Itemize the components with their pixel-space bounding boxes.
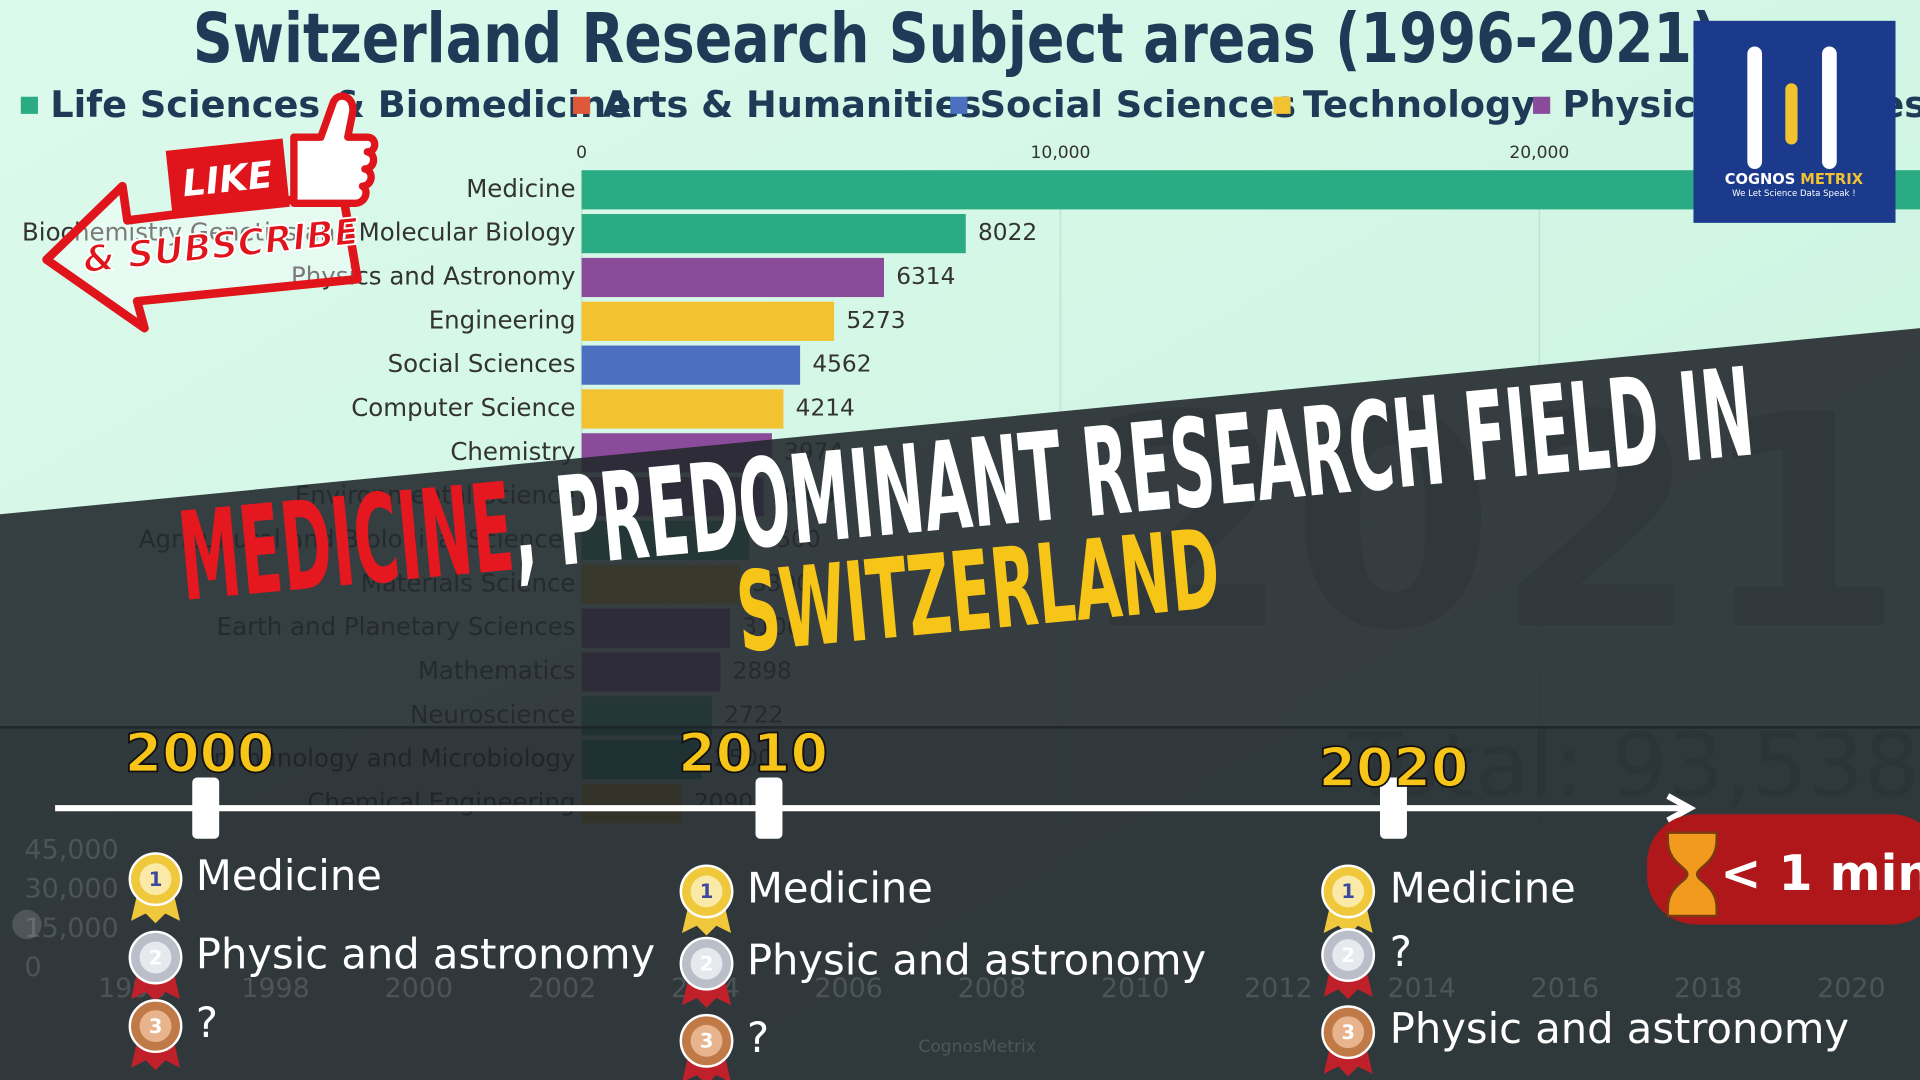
rank-field: Medicine [196, 851, 382, 900]
background-x-label: 2010 [1101, 973, 1170, 1004]
logo-bar [1822, 46, 1837, 169]
legend-swatch [1533, 96, 1551, 114]
category-label: Social Sciences [388, 349, 576, 378]
category-label: Engineering [429, 305, 576, 334]
value-label: 5273 [846, 307, 905, 334]
like-label: LIKE [180, 153, 275, 205]
timeline-tick [192, 777, 220, 839]
timeline-arrow [1666, 793, 1697, 824]
bar [581, 389, 784, 429]
background-x-label: 2012 [1244, 973, 1313, 1004]
chart-title: Switzerland Research Subject areas (1996… [193, 0, 1717, 79]
background-y-label: 30,000 [24, 874, 118, 905]
background-x-label: 2016 [1531, 973, 1600, 1004]
medal-inner [1332, 1016, 1365, 1049]
rank-field: ? [1390, 927, 1412, 976]
bar [581, 257, 884, 298]
background-x-label: 2006 [814, 973, 883, 1004]
medal-number: 1 [1341, 880, 1355, 903]
logo-name-left: COGNOS [1725, 171, 1796, 188]
rank-field: Physic and astronomy [196, 930, 655, 979]
value-label: 4562 [812, 351, 871, 378]
rank-field: ? [196, 998, 218, 1047]
medal-number: 3 [700, 1030, 714, 1053]
bar [581, 301, 835, 341]
headline-highlight: MEDICINE [173, 456, 519, 629]
medal-number: 2 [149, 946, 163, 969]
medal-number: 2 [1341, 944, 1355, 967]
value-label: 6314 [896, 263, 955, 290]
rank-field: ? [747, 1013, 769, 1062]
timeline-tick [755, 777, 783, 839]
background-x-label: 2000 [385, 973, 454, 1004]
hourglass-icon [1666, 831, 1718, 918]
medal-inner [690, 875, 723, 908]
rank-field: Physic and astronomy [747, 936, 1206, 985]
rank-field: Medicine [747, 863, 933, 912]
background-x-label: 1998 [241, 973, 310, 1004]
category-label: Physics and Astronomy [291, 261, 575, 290]
legend-label: Technology [1303, 83, 1535, 126]
legend-swatch [1273, 96, 1291, 114]
x-tick-label: 0 [576, 143, 587, 163]
background-x-label: 2008 [958, 973, 1027, 1004]
timeline-tick [1380, 777, 1407, 839]
rank-field: Physic and astronomy [1390, 1004, 1849, 1053]
category-label: Biochemistry Genetics and Molecular Biol… [22, 218, 576, 247]
value-label: 4214 [796, 394, 855, 421]
medal-inner [139, 941, 172, 974]
legend-swatch [20, 96, 38, 114]
time-badge-label: < 1 min [1720, 845, 1920, 902]
timeline-year: 2000 [125, 721, 275, 784]
thumb-icon [290, 92, 379, 207]
medal-inner [1332, 939, 1365, 972]
value-label: 8022 [978, 219, 1037, 246]
medal-inner [1332, 875, 1365, 908]
medal-inner [139, 863, 172, 896]
background-x-label: 2002 [528, 973, 597, 1004]
x-tick-label: 20,000 [1509, 143, 1569, 163]
headline-band [0, 328, 1920, 729]
medal-number: 1 [149, 868, 163, 891]
like-box [165, 138, 290, 220]
background-x-label: 2020 [1817, 973, 1886, 1004]
medal-number: 2 [700, 952, 714, 975]
logo-bar [1747, 46, 1763, 169]
logo-tagline: We Let Science Data Speak ! [1732, 189, 1855, 199]
sticker-arrow [42, 181, 362, 333]
logo-name: COGNOS METRIX [1725, 171, 1864, 188]
legend-swatch [950, 96, 968, 114]
background-y-label: 15,000 [24, 913, 118, 944]
pause-icon [12, 909, 42, 940]
medal-number: 1 [700, 880, 714, 903]
background-x-label: 2014 [1387, 973, 1456, 1004]
background-x-label: 2018 [1674, 973, 1743, 1004]
medal-number: 3 [149, 1015, 163, 1038]
medal-inner [690, 947, 723, 980]
bar [581, 345, 801, 385]
timeline-year: 2020 [1319, 736, 1469, 799]
legend-swatch [573, 96, 591, 114]
lower-panel [0, 726, 1920, 1080]
background-y-label: 45,000 [24, 835, 118, 866]
medal-number: 3 [1341, 1021, 1355, 1044]
timeline-year: 2010 [678, 721, 828, 784]
legend-label: Social Sciences [980, 83, 1297, 126]
medal-inner [139, 1010, 172, 1043]
logo-name-right: METRIX [1800, 171, 1863, 188]
watermark: CognosMetrix [918, 1037, 1036, 1057]
category-label: Computer Science [351, 393, 575, 422]
bar [581, 214, 966, 254]
x-tick-label: 10,000 [1031, 143, 1091, 163]
rank-field: Medicine [1390, 863, 1576, 912]
background-y-label: 0 [24, 952, 41, 983]
medal-inner [690, 1024, 723, 1057]
legend-label: Arts & Humanities [602, 83, 981, 126]
logo-bar [1785, 83, 1798, 145]
category-label: Medicine [466, 174, 575, 203]
